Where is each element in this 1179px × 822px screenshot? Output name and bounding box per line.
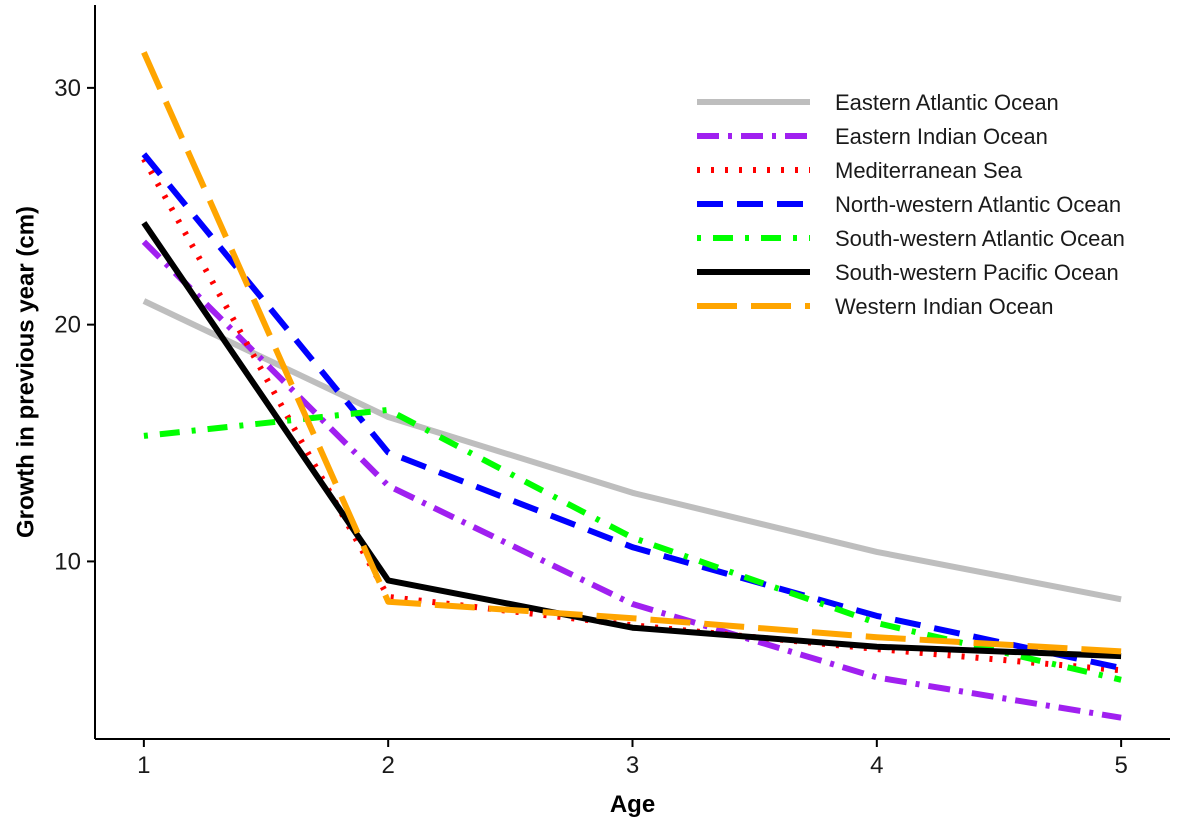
x-tick-label: 5 — [1114, 752, 1127, 779]
y-tick-label: 20 — [54, 312, 81, 339]
x-axis-title: Age — [610, 791, 655, 818]
legend-label-5: South-western Atlantic Ocean — [835, 226, 1125, 251]
legend-label-7: Western Indian Ocean — [835, 294, 1054, 319]
axes: 10 20 30 1 2 3 4 5 — [54, 5, 1170, 779]
series-line-4 — [141, 152, 1122, 671]
y-axis-title: Growth in previous year (cm) — [12, 206, 39, 538]
x-tick-label: 4 — [870, 752, 883, 779]
legend-label-1: Eastern Atlantic Ocean — [835, 90, 1059, 115]
legend-label-4: North-western Atlantic Ocean — [835, 192, 1121, 217]
legend-label-3: Mediterranean Sea — [835, 158, 1023, 183]
legend: Eastern Atlantic Ocean Eastern Indian Oce… — [697, 90, 1125, 319]
series-line-1 — [142, 298, 1122, 603]
x-tick-label: 2 — [382, 752, 395, 779]
series-line-7 — [141, 51, 1122, 655]
legend-label-6: South-western Pacific Ocean — [835, 260, 1119, 285]
x-tick-label: 3 — [626, 752, 639, 779]
y-tick-label: 30 — [54, 75, 81, 102]
y-tick-label: 10 — [54, 548, 81, 575]
series-line-2 — [141, 239, 1122, 721]
x-tick-label: 1 — [137, 752, 150, 779]
series-line-6 — [141, 221, 1122, 660]
legend-label-2: Eastern Indian Ocean — [835, 124, 1048, 149]
series-layer — [141, 51, 1122, 721]
